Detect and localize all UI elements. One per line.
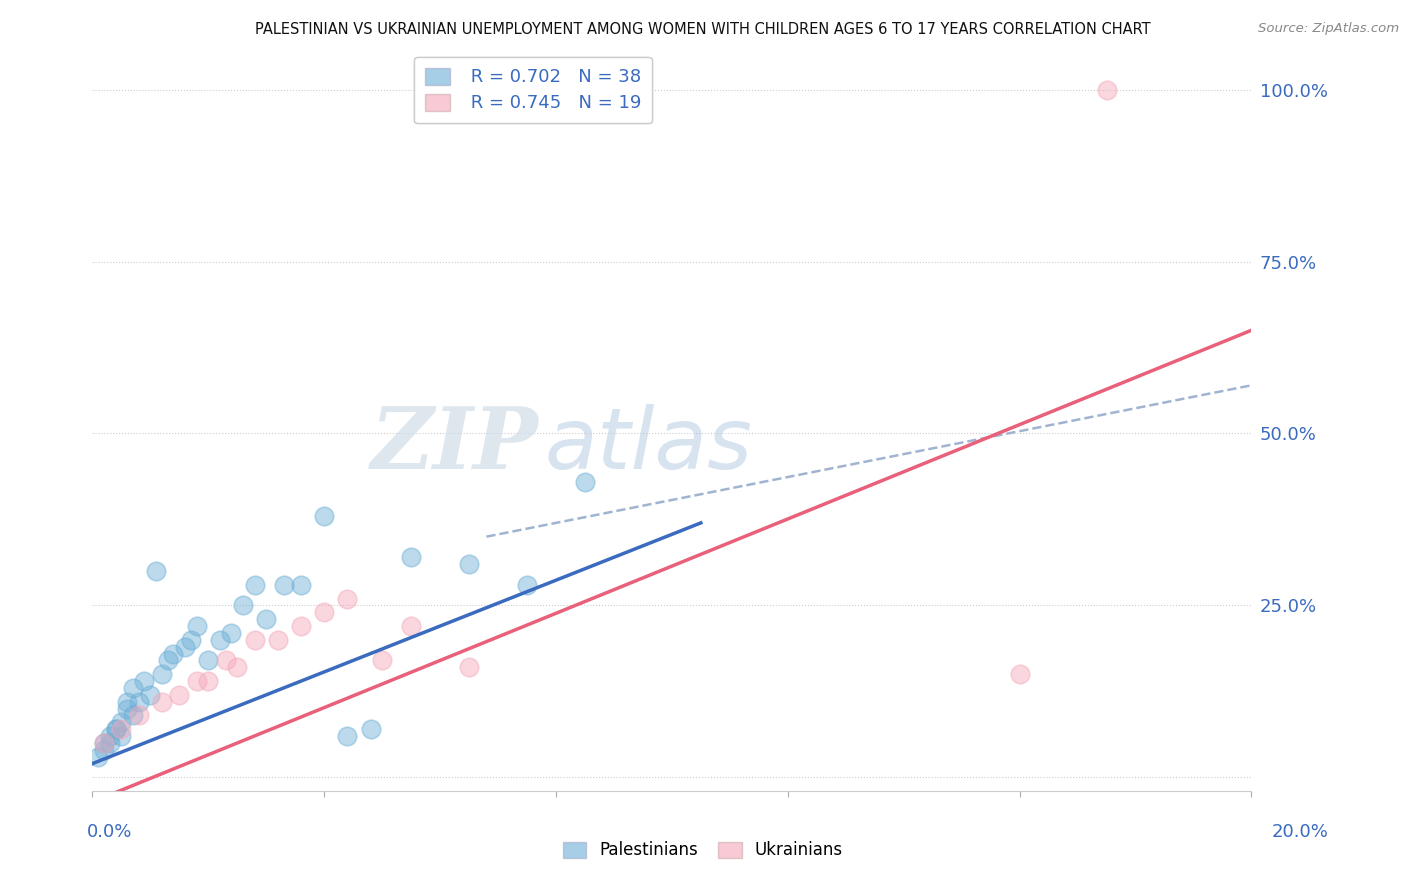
Point <box>115 695 138 709</box>
Point <box>314 508 336 523</box>
Point <box>122 681 145 695</box>
Point <box>1095 82 1118 96</box>
Text: 20.0%: 20.0% <box>1272 822 1329 840</box>
Point <box>371 653 394 667</box>
Point <box>174 640 197 654</box>
Point <box>243 578 266 592</box>
Point <box>267 632 290 647</box>
Point <box>208 632 231 647</box>
Point <box>110 723 132 737</box>
Point <box>110 715 132 730</box>
Text: atlas: atlas <box>544 404 752 487</box>
Point <box>104 723 127 737</box>
Point <box>93 736 115 750</box>
Point <box>98 729 121 743</box>
Point <box>104 723 127 737</box>
Point <box>458 557 481 571</box>
Point <box>360 723 382 737</box>
Point <box>93 743 115 757</box>
Point <box>336 729 359 743</box>
Point <box>122 708 145 723</box>
Text: Source: ZipAtlas.com: Source: ZipAtlas.com <box>1258 22 1399 36</box>
Point <box>197 674 219 689</box>
Point <box>458 660 481 674</box>
Point <box>399 619 422 633</box>
Point <box>180 632 202 647</box>
Point <box>197 653 219 667</box>
Point <box>186 674 208 689</box>
Point <box>254 612 277 626</box>
Point <box>221 626 243 640</box>
Point <box>574 475 596 489</box>
Point <box>516 578 538 592</box>
Point <box>162 647 184 661</box>
Point <box>139 688 162 702</box>
Point <box>214 653 236 667</box>
Point <box>128 708 150 723</box>
Point <box>110 729 132 743</box>
Point <box>290 578 312 592</box>
Point <box>226 660 249 674</box>
Point <box>150 667 173 681</box>
Point <box>134 674 156 689</box>
Point <box>290 619 312 633</box>
Point <box>336 591 359 606</box>
Point <box>167 688 190 702</box>
Text: PALESTINIAN VS UKRAINIAN UNEMPLOYMENT AMONG WOMEN WITH CHILDREN AGES 6 TO 17 YEA: PALESTINIAN VS UKRAINIAN UNEMPLOYMENT AM… <box>254 22 1152 37</box>
Point <box>87 749 110 764</box>
Point <box>156 653 179 667</box>
Point <box>232 599 254 613</box>
Text: 0.0%: 0.0% <box>87 822 132 840</box>
Point <box>98 736 121 750</box>
Point <box>115 701 138 715</box>
Legend:  R = 0.702   N = 38,  R = 0.745   N = 19: R = 0.702 N = 38, R = 0.745 N = 19 <box>415 57 652 123</box>
Point <box>243 632 266 647</box>
Point <box>314 605 336 619</box>
Point <box>399 550 422 565</box>
Text: ZIP: ZIP <box>371 403 538 487</box>
Point <box>145 564 167 578</box>
Point <box>150 695 173 709</box>
Point <box>128 695 150 709</box>
Point <box>186 619 208 633</box>
Point <box>93 736 115 750</box>
Point <box>1008 667 1031 681</box>
Point <box>273 578 295 592</box>
Legend: Palestinians, Ukrainians: Palestinians, Ukrainians <box>554 833 852 868</box>
